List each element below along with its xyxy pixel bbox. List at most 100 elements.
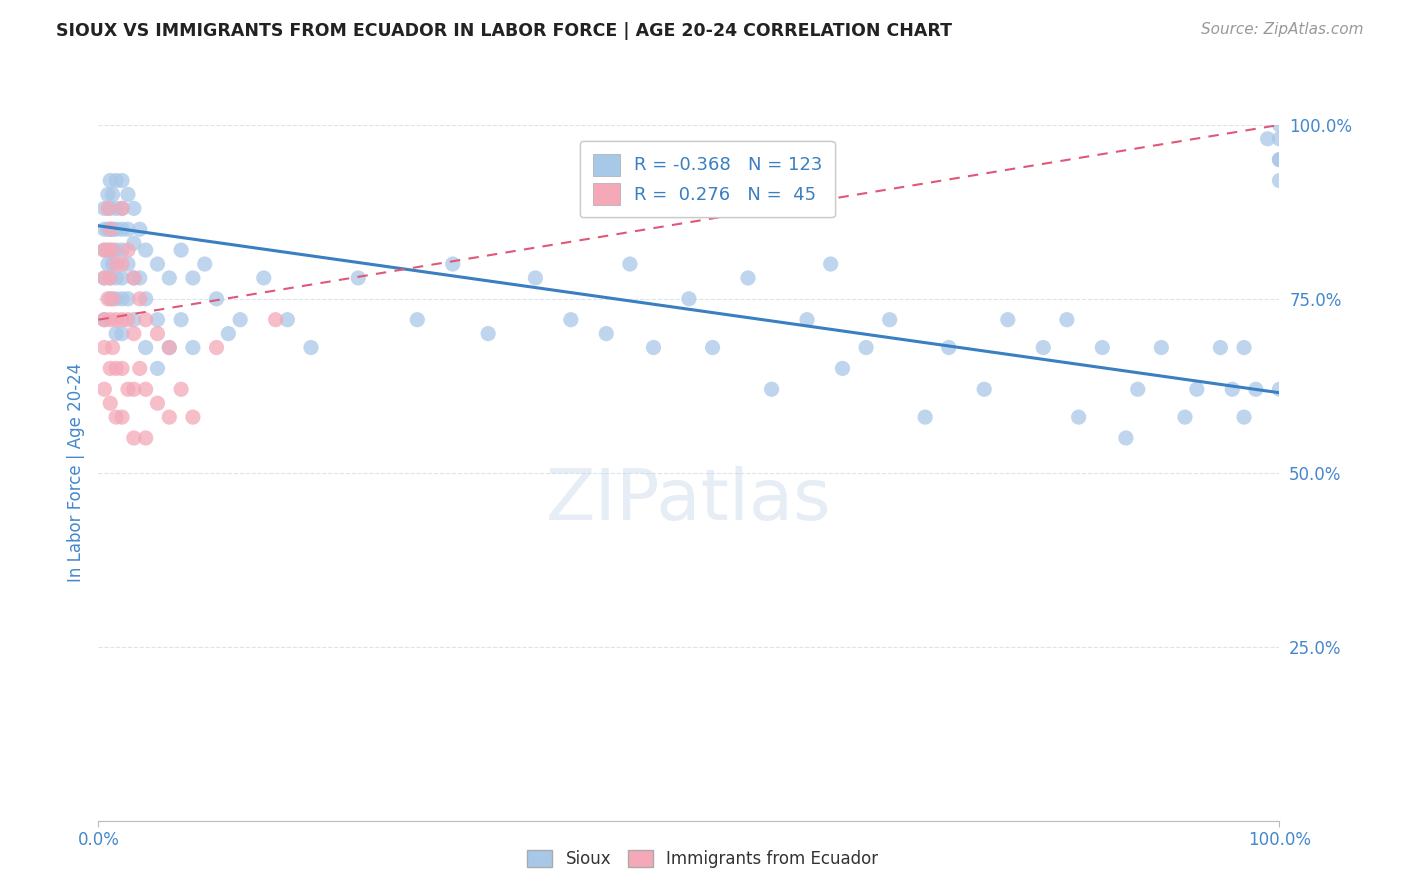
Point bbox=[619, 257, 641, 271]
Text: Source: ZipAtlas.com: Source: ZipAtlas.com bbox=[1201, 22, 1364, 37]
Point bbox=[217, 326, 239, 341]
Point bbox=[105, 361, 128, 376]
Point bbox=[93, 243, 115, 257]
Text: ZIPatlas: ZIPatlas bbox=[546, 467, 832, 535]
Point bbox=[101, 257, 124, 271]
Point bbox=[97, 292, 120, 306]
Point bbox=[111, 257, 134, 271]
Point bbox=[157, 410, 180, 425]
Legend: Sioux, Immigrants from Ecuador: Sioux, Immigrants from Ecuador bbox=[520, 843, 886, 875]
Point bbox=[93, 243, 115, 257]
Point bbox=[146, 312, 169, 326]
Point bbox=[122, 236, 145, 251]
Point bbox=[111, 326, 134, 341]
Point bbox=[105, 202, 128, 216]
Point bbox=[122, 382, 145, 396]
Point bbox=[93, 382, 115, 396]
Point bbox=[111, 292, 134, 306]
Point bbox=[135, 292, 157, 306]
Point bbox=[98, 173, 121, 187]
Point bbox=[347, 271, 370, 285]
Point bbox=[128, 222, 150, 236]
Point bbox=[831, 361, 853, 376]
Point bbox=[879, 312, 901, 326]
Point bbox=[146, 361, 169, 376]
Point bbox=[1126, 382, 1149, 396]
Point bbox=[1056, 312, 1078, 326]
Point bbox=[181, 341, 204, 355]
Point bbox=[1268, 132, 1291, 146]
Point bbox=[157, 341, 180, 355]
Point bbox=[678, 292, 700, 306]
Point bbox=[702, 341, 724, 355]
Point bbox=[101, 222, 124, 236]
Point bbox=[117, 292, 139, 306]
Point bbox=[98, 243, 121, 257]
Point bbox=[117, 187, 139, 202]
Point bbox=[560, 312, 582, 326]
Point bbox=[122, 326, 145, 341]
Point bbox=[117, 382, 139, 396]
Point bbox=[229, 312, 252, 326]
Point bbox=[111, 271, 134, 285]
Point bbox=[101, 187, 124, 202]
Point bbox=[796, 312, 818, 326]
Point bbox=[1233, 410, 1256, 425]
Point bbox=[1220, 382, 1243, 396]
Point bbox=[97, 243, 120, 257]
Point bbox=[111, 312, 134, 326]
Point bbox=[276, 312, 298, 326]
Point bbox=[1257, 132, 1279, 146]
Point bbox=[1032, 341, 1054, 355]
Point bbox=[1067, 410, 1090, 425]
Text: SIOUX VS IMMIGRANTS FROM ECUADOR IN LABOR FORCE | AGE 20-24 CORRELATION CHART: SIOUX VS IMMIGRANTS FROM ECUADOR IN LABO… bbox=[56, 22, 952, 40]
Point bbox=[111, 243, 134, 257]
Point bbox=[1268, 118, 1291, 132]
Point bbox=[93, 312, 115, 326]
Point bbox=[820, 257, 842, 271]
Point bbox=[1244, 382, 1267, 396]
Point bbox=[1268, 173, 1291, 187]
Point bbox=[205, 292, 228, 306]
Point bbox=[98, 222, 121, 236]
Point bbox=[761, 382, 783, 396]
Legend: R = -0.368   N = 123, R =  0.276   N =  45: R = -0.368 N = 123, R = 0.276 N = 45 bbox=[579, 141, 835, 218]
Point bbox=[105, 271, 128, 285]
Point bbox=[1233, 341, 1256, 355]
Point bbox=[93, 271, 115, 285]
Point bbox=[111, 173, 134, 187]
Point bbox=[135, 243, 157, 257]
Point bbox=[170, 382, 193, 396]
Point bbox=[98, 292, 121, 306]
Point bbox=[93, 202, 115, 216]
Point bbox=[477, 326, 499, 341]
Point bbox=[146, 326, 169, 341]
Point bbox=[157, 341, 180, 355]
Point bbox=[122, 312, 145, 326]
Point bbox=[93, 222, 115, 236]
Point bbox=[997, 312, 1019, 326]
Point bbox=[111, 410, 134, 425]
Point bbox=[117, 257, 139, 271]
Point bbox=[98, 222, 121, 236]
Point bbox=[181, 271, 204, 285]
Point bbox=[157, 271, 180, 285]
Point bbox=[98, 271, 121, 285]
Point bbox=[595, 326, 617, 341]
Point bbox=[973, 382, 995, 396]
Point bbox=[1115, 431, 1137, 445]
Point bbox=[128, 271, 150, 285]
Point bbox=[111, 202, 134, 216]
Point bbox=[105, 312, 128, 326]
Point bbox=[135, 312, 157, 326]
Point bbox=[105, 410, 128, 425]
Point bbox=[105, 326, 128, 341]
Point bbox=[135, 431, 157, 445]
Point bbox=[97, 187, 120, 202]
Point bbox=[128, 361, 150, 376]
Point bbox=[97, 202, 120, 216]
Point bbox=[98, 202, 121, 216]
Point bbox=[146, 396, 169, 410]
Point bbox=[117, 222, 139, 236]
Point bbox=[122, 431, 145, 445]
